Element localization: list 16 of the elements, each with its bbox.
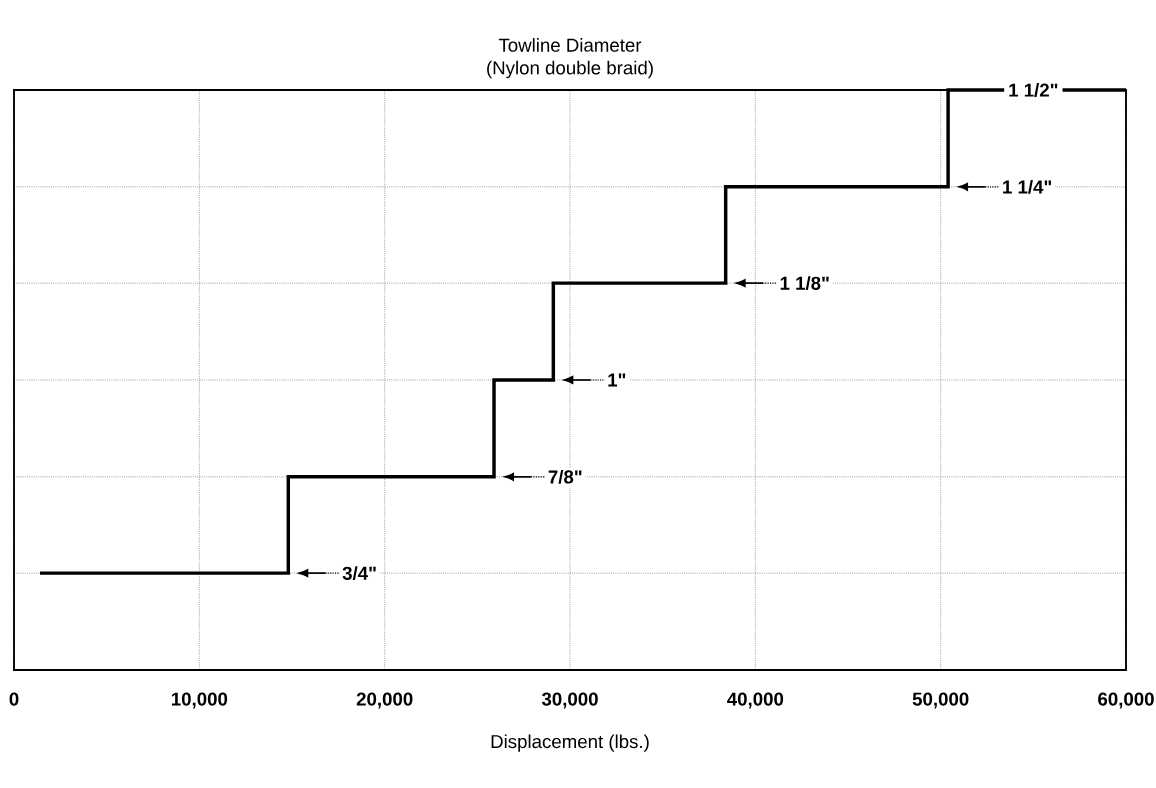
annotation: 7/8" <box>548 469 582 484</box>
x-tick-label: 50,000 <box>912 692 969 709</box>
annotation: 1" <box>608 373 626 387</box>
x-tick-label: 40,000 <box>727 692 784 709</box>
annotation: 1 1/8" <box>780 276 829 291</box>
x-tick-label: 20,000 <box>356 692 413 709</box>
chart-subtitle: (Nylon double braid) <box>487 60 653 79</box>
annotation: 1 1/2" <box>1009 83 1058 97</box>
x-tick-label: 0 <box>9 692 19 706</box>
chart-title: Towline Diameter <box>498 38 642 52</box>
x-tick-label: 60,000 <box>1098 692 1154 709</box>
annotation: 3/4" <box>342 566 376 581</box>
x-tick-label: 30,000 <box>541 692 598 709</box>
annotation: 1 1/4" <box>1003 179 1052 194</box>
x-tick-label: 10,000 <box>171 692 228 709</box>
x-axis-title: Displacement (lbs.) <box>491 734 649 752</box>
